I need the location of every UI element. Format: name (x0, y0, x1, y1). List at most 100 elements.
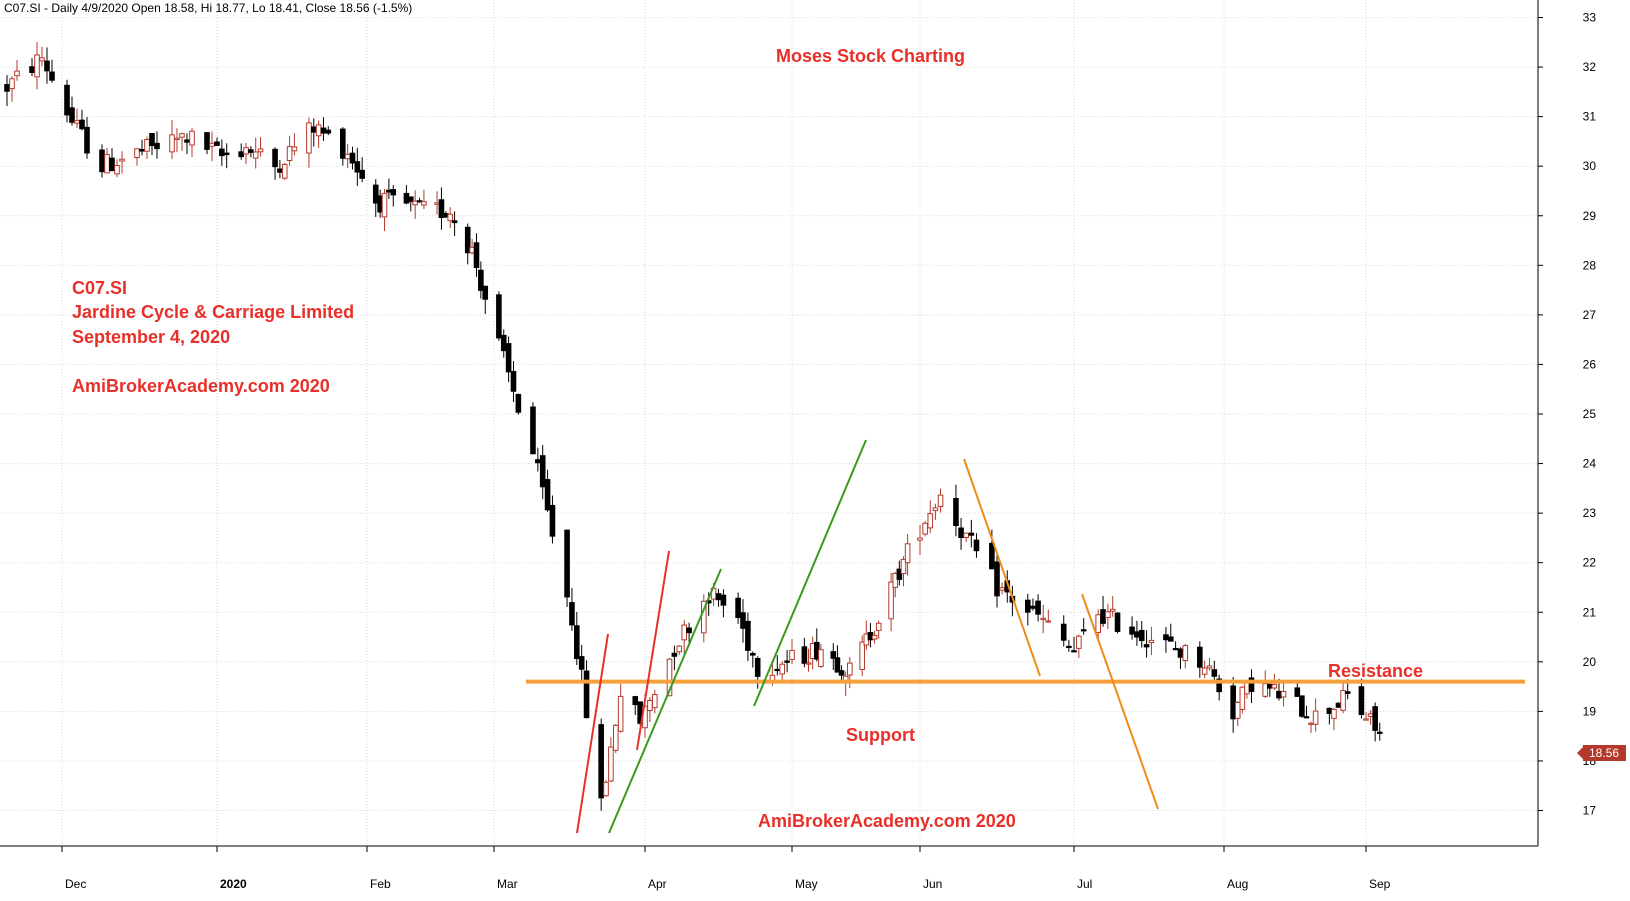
candle (34, 42, 40, 90)
candle-body (1040, 617, 1047, 621)
candle-body (119, 158, 125, 162)
candle-body (754, 657, 761, 677)
candle-body (671, 652, 678, 657)
candle-body (505, 343, 512, 373)
candle-body (686, 627, 692, 634)
candle-body (937, 494, 944, 507)
candle (1080, 618, 1087, 635)
candle (154, 131, 160, 159)
last-price-tag-text: 18.56 (1589, 746, 1619, 760)
candle (1216, 674, 1222, 701)
candle (1262, 670, 1269, 698)
candle (482, 285, 489, 314)
candle-body (932, 507, 939, 512)
candle-body (1080, 629, 1087, 632)
candle (64, 79, 70, 123)
candle-body (1025, 599, 1031, 613)
candle (871, 630, 878, 644)
candle (686, 622, 692, 643)
candle-body (896, 568, 903, 580)
candle (544, 469, 551, 512)
candle-body (583, 670, 590, 719)
candle (49, 59, 55, 83)
candle (209, 131, 215, 162)
candle (875, 620, 882, 639)
candle (838, 665, 845, 681)
candle-body (1376, 731, 1383, 734)
candle (1100, 595, 1106, 627)
candle (238, 143, 244, 160)
candle-body (904, 543, 911, 564)
candle-body (359, 169, 365, 179)
candle (79, 109, 85, 131)
candle (999, 582, 1005, 595)
candle (223, 143, 230, 169)
candle (179, 132, 185, 152)
candle-body (917, 537, 923, 541)
x-tick-label: May (795, 877, 818, 891)
candle-body (1271, 684, 1278, 689)
candle-body (549, 504, 556, 537)
candle-body (14, 70, 20, 77)
candle-body (617, 695, 624, 732)
candle-body (1071, 650, 1077, 653)
y-tick-label: 33 (1583, 11, 1597, 25)
candle (1177, 647, 1184, 670)
chart-title: C07.SI - Daily 4/9/2020 Open 18.58, Hi 1… (4, 1, 412, 15)
candle-body (958, 527, 964, 538)
candle-body (735, 597, 741, 619)
candle-body (805, 662, 812, 665)
candle (539, 444, 546, 500)
candle-body (1045, 620, 1052, 623)
candle (189, 127, 195, 157)
candle (750, 651, 756, 668)
candle (1114, 612, 1121, 634)
candle (1066, 639, 1072, 652)
candle (451, 211, 458, 237)
candle (281, 162, 288, 181)
candle (169, 120, 175, 160)
candle-body (114, 165, 120, 175)
candle-body (1344, 691, 1351, 694)
candle-body (544, 479, 551, 511)
candle-body (109, 157, 115, 172)
candle (354, 147, 361, 186)
candle-body (1172, 648, 1179, 651)
candle-body (1095, 614, 1101, 633)
candle-body (834, 657, 841, 673)
candle-body (84, 126, 90, 154)
candle (344, 143, 351, 169)
candle-body (578, 656, 585, 670)
y-tick-label: 32 (1583, 60, 1597, 74)
candle-body (1372, 706, 1378, 731)
resistance-label: Resistance (1328, 661, 1423, 681)
candle-body (49, 71, 55, 81)
candle (1230, 677, 1236, 733)
candle-body (179, 133, 185, 138)
candle-body (1030, 605, 1036, 609)
candle (1025, 593, 1031, 626)
candle (1363, 711, 1369, 721)
candle (535, 447, 541, 472)
candle (84, 117, 90, 159)
candle-body (1280, 691, 1287, 698)
candle-body (574, 625, 580, 660)
candle-body (169, 134, 175, 153)
candle (114, 159, 120, 178)
candle (922, 520, 928, 537)
candle-body (1358, 686, 1365, 716)
candle-body (1303, 716, 1310, 719)
x-tick-label: Mar (497, 877, 518, 891)
candle-body (204, 132, 210, 150)
candle (252, 137, 259, 169)
candle-body (847, 662, 853, 676)
downtrend-line-orange-1 (963, 458, 1041, 677)
candle (9, 76, 15, 102)
last-price-tag-pointer (1577, 747, 1583, 759)
candle (720, 589, 727, 618)
candle-body (286, 146, 293, 161)
y-tick-label: 27 (1583, 308, 1597, 322)
candle (917, 524, 923, 556)
candle-body (325, 129, 332, 134)
candle (248, 146, 254, 158)
